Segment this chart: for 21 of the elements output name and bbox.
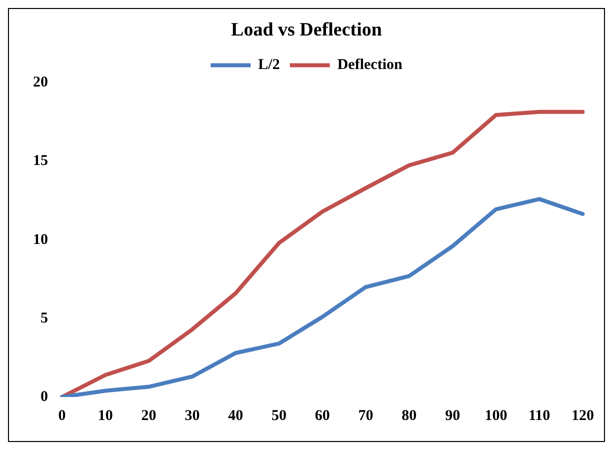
x-tick-label: 80 (402, 408, 417, 424)
x-tick-label: 60 (314, 408, 330, 424)
x-tick-label: 10 (98, 408, 113, 424)
y-tick-label: 5 (40, 310, 48, 326)
x-tick-label: 90 (445, 408, 460, 424)
y-tick-label: 15 (33, 153, 48, 170)
x-tick-label: 50 (271, 408, 286, 424)
x-tick-label: 100 (484, 408, 508, 424)
y-tick-label: 20 (33, 74, 48, 91)
x-tick-label: 20 (141, 408, 156, 424)
x-tick-label: 120 (572, 408, 594, 424)
legend-label: Deflection (337, 57, 403, 74)
x-tick-label: 110 (528, 408, 550, 424)
y-tick-label: 10 (33, 232, 48, 248)
legend-label: L/2 (258, 57, 280, 74)
x-tick-label: 40 (228, 408, 244, 424)
y-tick-label: 0 (40, 388, 48, 405)
chart-title: Load vs Deflection (231, 19, 382, 40)
x-tick-label: 0 (58, 408, 66, 424)
x-tick-label: 70 (358, 408, 374, 424)
x-tick-label: 30 (184, 408, 200, 424)
